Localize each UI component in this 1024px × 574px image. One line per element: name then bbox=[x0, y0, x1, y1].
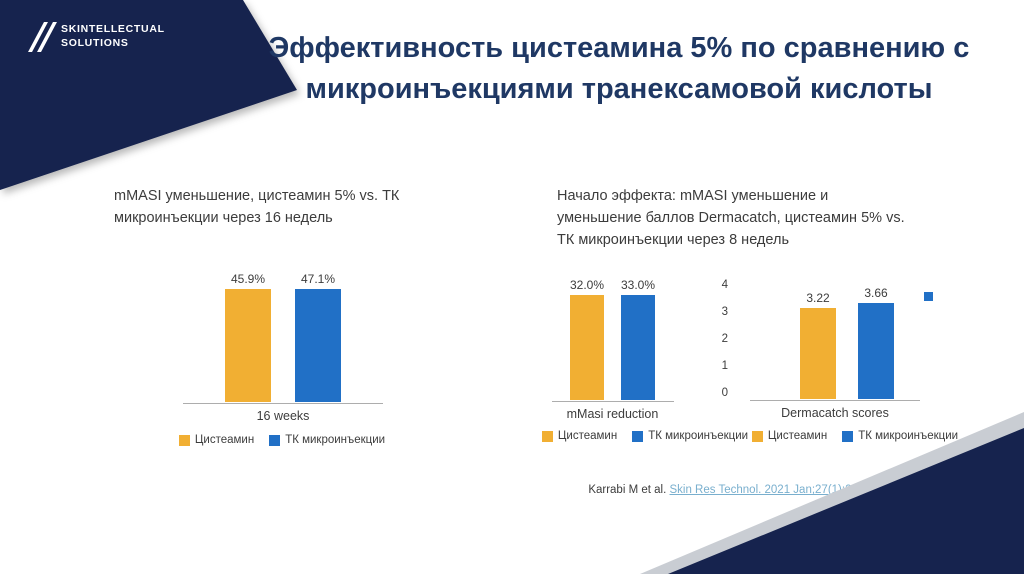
legend-item-cysteamine: Цистеамин bbox=[178, 434, 255, 446]
legend-swatch-cysteamine bbox=[541, 430, 553, 442]
y-axis-tick: 3 bbox=[721, 306, 728, 318]
chart1-plot: 45.9% 47.1% bbox=[183, 272, 383, 402]
chart2a-category-label: mMasi reduction bbox=[566, 407, 659, 421]
legend-swatch-cysteamine bbox=[178, 434, 190, 446]
legend-label: Цистеамин bbox=[194, 434, 255, 446]
bar-tk-microinjections bbox=[295, 289, 341, 402]
bar-cysteamine bbox=[225, 289, 271, 402]
y-axis-tick: 2 bbox=[721, 333, 728, 345]
chart1-category-label: 16 weeks bbox=[256, 409, 310, 423]
chart2b-legend: Цистеамин ТК микроинъекции bbox=[745, 430, 965, 442]
chart1-title: mMASI уменьшение, цистеамин 5% vs. ТК ми… bbox=[114, 188, 400, 226]
bar-value-label: 33.0% bbox=[621, 278, 656, 292]
chart2a-baseline bbox=[552, 401, 674, 402]
chart1-baseline bbox=[183, 403, 383, 404]
chart2b-baseline bbox=[750, 400, 920, 401]
chart2a-plot: 32.0% 33.0% bbox=[550, 278, 675, 400]
logo: SKINTELLECTUAL SOLUTIONS bbox=[28, 22, 165, 52]
legend-label: Цистеамин bbox=[767, 430, 828, 442]
slide-title: Эффективность цистеамина 5% по сравнению… bbox=[268, 32, 970, 106]
legend-label: ТК микроинъекции bbox=[858, 430, 959, 442]
bar-value-label: 47.1% bbox=[300, 272, 336, 286]
y-axis-tick: 0 bbox=[721, 387, 728, 399]
logo-brand-line2: SOLUTIONS bbox=[61, 37, 129, 49]
legend-swatch-tk bbox=[632, 430, 644, 442]
chart-artifact-mark bbox=[924, 292, 933, 301]
bar-value-label: 45.9% bbox=[230, 272, 266, 286]
legend-swatch-tk bbox=[269, 434, 281, 446]
chart1-legend: Цистеамин ТК микроинъекции bbox=[172, 434, 392, 446]
legend-swatch-tk bbox=[842, 430, 854, 442]
bar-group-tk: 47.1% bbox=[295, 272, 341, 402]
citation-prefix: Karrabi M et al. bbox=[588, 484, 670, 496]
bar-cysteamine bbox=[800, 308, 836, 399]
bar-tk-microinjections bbox=[858, 303, 894, 399]
bar-group-cysteamine: 3.22 bbox=[800, 286, 836, 399]
legend-item-tk: ТК микроинъекции bbox=[269, 434, 385, 446]
legend-item-cysteamine: Цистеамин bbox=[751, 430, 828, 442]
y-axis-tick: 1 bbox=[721, 360, 728, 372]
y-axis: 4 3 2 1 0 bbox=[716, 279, 728, 399]
chart2a-legend: Цистеамин ТК микроинъекции bbox=[535, 430, 755, 442]
legend-label: ТК микроинъекции bbox=[285, 434, 386, 446]
legend-item-tk: ТК микроинъекции bbox=[842, 430, 958, 442]
bar-group-tk: 3.66 bbox=[858, 286, 894, 399]
chart2-title: Начало эффекта: mMASI уменьшение и умень… bbox=[557, 188, 905, 248]
chart2b-category-label: Dermacatch scores bbox=[781, 406, 889, 420]
chart2b-plot: 3.22 3.66 bbox=[782, 286, 912, 399]
logo-text: SKINTELLECTUAL SOLUTIONS bbox=[61, 23, 165, 50]
citation-link[interactable]: Skin Res Technol. 2021 Jan;27(1):24-31. bbox=[669, 484, 878, 496]
legend-swatch-cysteamine bbox=[751, 430, 763, 442]
legend-label: Цистеамин bbox=[557, 430, 618, 442]
bar-value-label: 3.66 bbox=[864, 286, 888, 300]
bar-group-cysteamine: 32.0% bbox=[570, 278, 604, 400]
bar-group-tk: 33.0% bbox=[621, 278, 655, 400]
y-axis-tick: 4 bbox=[721, 279, 728, 291]
logo-brand-line1: SKINTELLECTUAL bbox=[61, 23, 165, 36]
legend-item-tk: ТК микроинъекции bbox=[632, 430, 748, 442]
bar-tk-microinjections bbox=[621, 295, 656, 400]
citation: Karrabi M et al. Skin Res Technol. 2021 … bbox=[543, 484, 923, 496]
bar-value-label: 32.0% bbox=[569, 278, 604, 292]
bar-cysteamine bbox=[569, 295, 604, 400]
legend-label: ТК микроинъекции bbox=[648, 430, 749, 442]
legend-item-cysteamine: Цистеамин bbox=[541, 430, 618, 442]
logo-slashes-icon bbox=[28, 22, 57, 52]
bar-group-cysteamine: 45.9% bbox=[225, 272, 271, 402]
bar-value-label: 3.22 bbox=[806, 291, 830, 306]
